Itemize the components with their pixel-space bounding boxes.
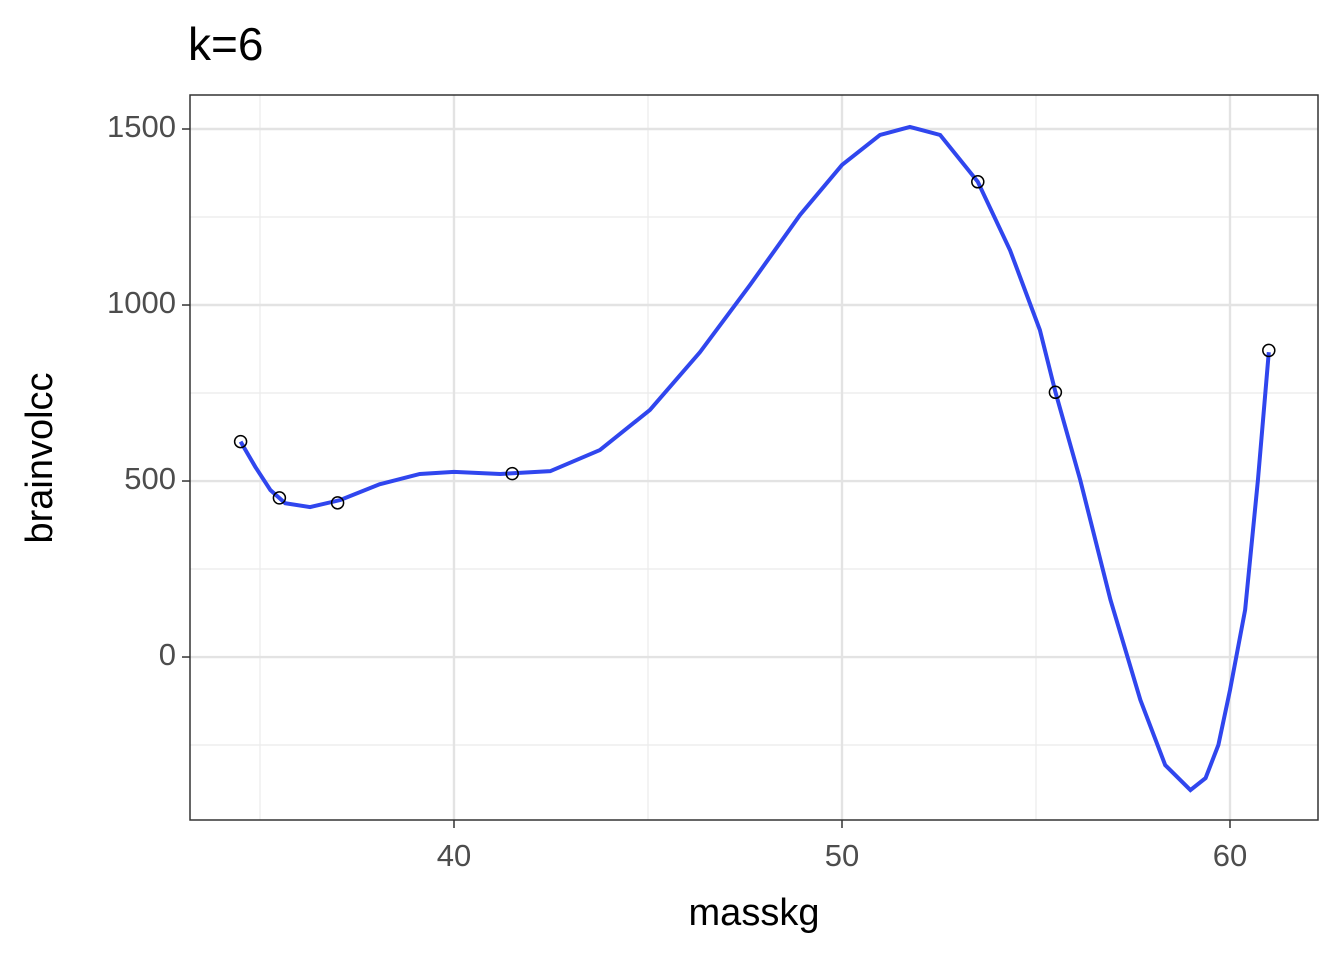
x-axis-label: masskg: [689, 892, 820, 934]
x-tick-label: 50: [825, 838, 859, 873]
y-tick-label: 1500: [107, 109, 176, 144]
data-point: [1048, 385, 1063, 400]
fit-line: [238, 124, 1271, 793]
data-point: [272, 491, 287, 505]
data-point: [1262, 343, 1276, 358]
chart-title: k=6: [188, 18, 263, 70]
data-point: [971, 175, 985, 189]
y-tick-label: 0: [159, 637, 176, 672]
y-tick-label: 1000: [107, 285, 176, 320]
y-tick-label: 500: [124, 461, 176, 496]
x-tick-label: 60: [1213, 838, 1247, 873]
data-point: [330, 496, 345, 510]
plot-border: [189, 94, 1319, 821]
y-axis-label: brainvolcc: [19, 372, 61, 543]
x-tick-label: 40: [437, 838, 471, 873]
data-point: [233, 434, 248, 449]
data-point: [505, 466, 519, 481]
